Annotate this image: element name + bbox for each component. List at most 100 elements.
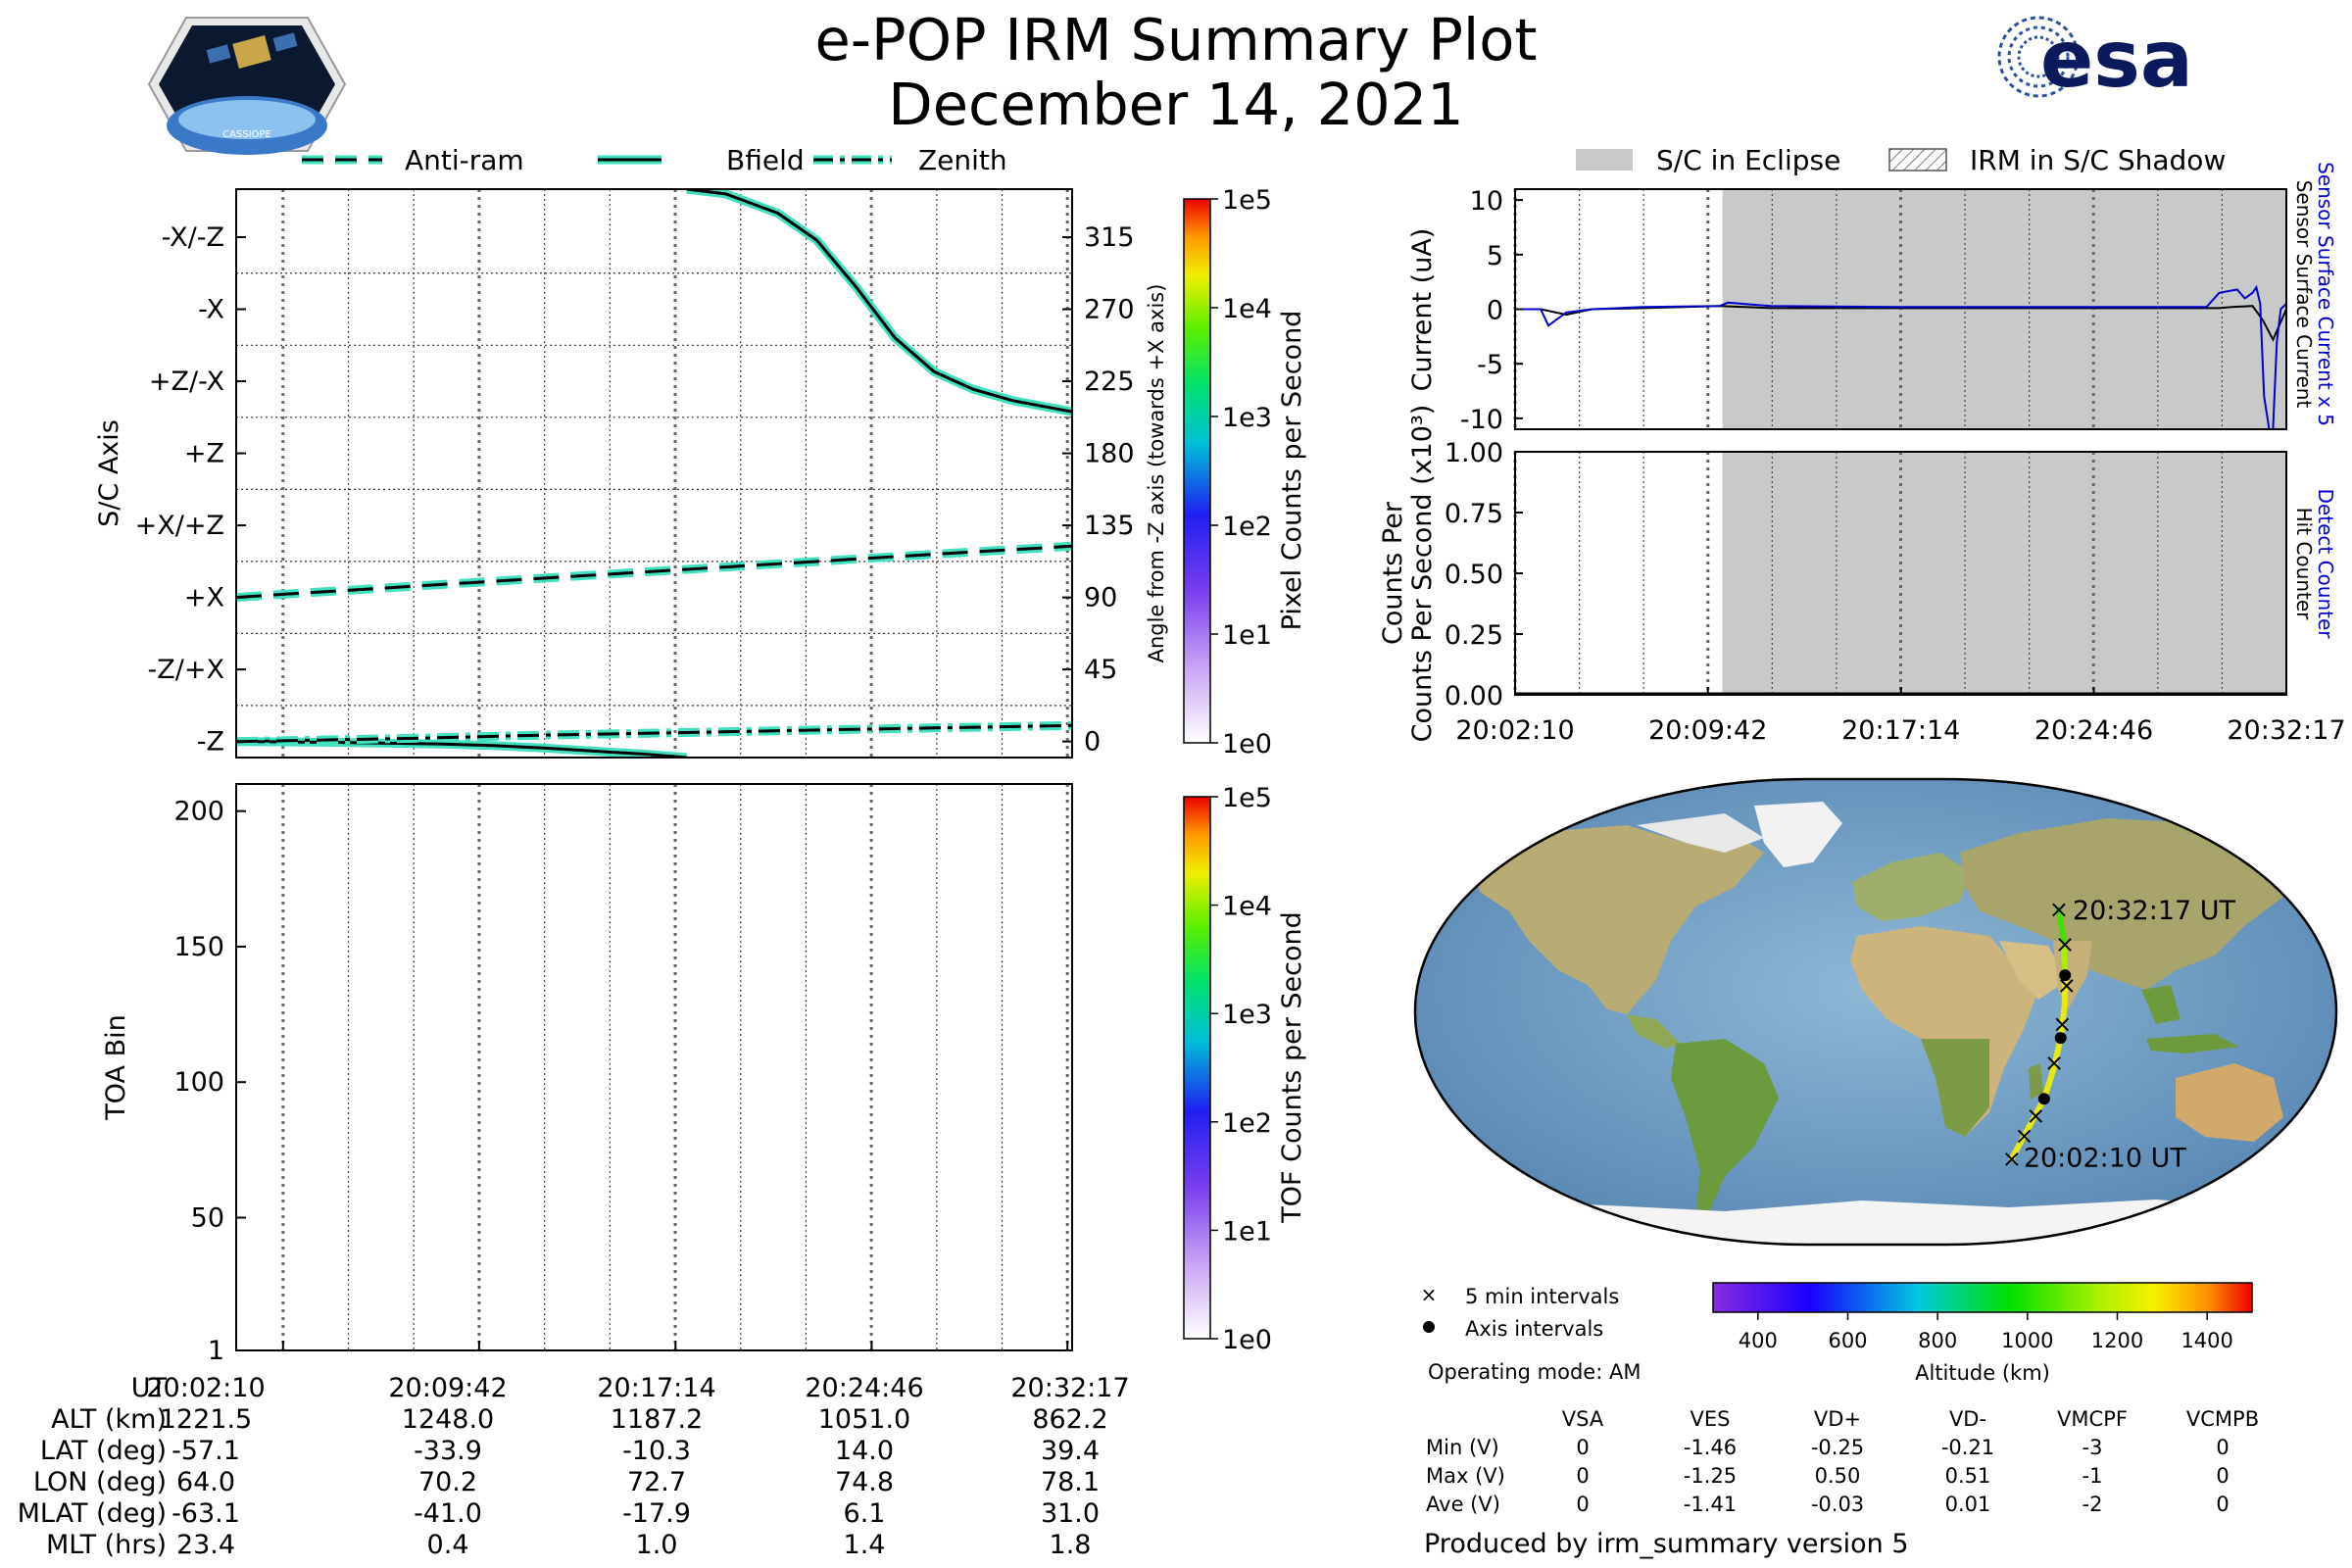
legend-anti-ram: Anti-ram — [405, 144, 524, 176]
ephemeris-cell: 31.0 — [1041, 1498, 1100, 1529]
voltage-cell: 0 — [2216, 1464, 2229, 1488]
toa-ytick-label: 150 — [173, 932, 224, 962]
voltage-table: VSA VES VD+ VD- VMCPF VCMPB Min (V) 0 -1.46 -0.25… — [1426, 1407, 2259, 1516]
colorbar-tick-label: 1e4 — [1222, 294, 1272, 324]
ephemeris-cell: 74.8 — [835, 1467, 894, 1497]
ephemeris-row-label: MLT (hrs) — [46, 1530, 167, 1560]
series-anti-ram — [236, 544, 1072, 600]
plot-date: December 14, 2021 — [888, 71, 1464, 138]
ephemeris-row-label: LAT (deg) — [40, 1436, 167, 1466]
voltage-row-label: Max (V) — [1426, 1464, 1505, 1488]
sc-axis-ylabel: S/C Axis — [94, 419, 124, 527]
ephemeris-row-label: LON (deg) — [33, 1467, 167, 1497]
pixel-colorbar: 1e5 1e4 1e3 1e2 1e1 1e0 Pixel Counts per Seco… — [1183, 185, 1307, 760]
altitude-tick-label: 600 — [1828, 1329, 1867, 1352]
ground-track-segment — [2008, 1124, 2033, 1162]
counts-right-label-blue: Detect Counter — [2314, 489, 2337, 640]
altitude-colorbar: 400 600 800 1000 1200 1400 Altitude (km) — [1712, 1282, 2253, 1385]
voltage-cell: 0 — [1576, 1436, 1589, 1459]
operating-mode: Operating mode: AM — [1428, 1360, 1641, 1384]
map-legend: × 5 min intervals Axis intervals Operati… — [1421, 1283, 1642, 1384]
voltage-header: VD+ — [1814, 1407, 1861, 1431]
counts-xtick-label: 20:32:17 — [2227, 715, 2345, 746]
counts-ytick-label: 0.50 — [1445, 560, 1503, 590]
axis-marker-icon — [1423, 1321, 1435, 1333]
colorbar-tick-label: 1e2 — [1222, 512, 1272, 542]
ephemeris-row-label: ALT (km) — [51, 1404, 167, 1435]
voltage-cell: -1 — [2082, 1464, 2103, 1488]
five-min-marker: × — [2052, 1010, 2072, 1038]
sc-category-label: -X/-Z — [162, 222, 224, 253]
current-chart: 10 5 0 -5 -10 Current (uA) Sensor Surface Cu… — [1407, 162, 2337, 435]
esa-logo-text: esa — [2040, 14, 2193, 105]
colorbar-tick-label: 1e5 — [1222, 185, 1272, 216]
toa-ytick-label: 200 — [173, 797, 224, 827]
voltage-cell: 0.01 — [1945, 1493, 1991, 1516]
ephemeris-cell: 20:32:17 — [1010, 1373, 1129, 1403]
altitude-tick-label: 800 — [1918, 1329, 1957, 1352]
colorbar-tick-label: 1e0 — [1222, 1325, 1272, 1355]
voltage-cell: 0.50 — [1815, 1464, 1861, 1488]
ephemeris-cell: -41.0 — [414, 1498, 482, 1529]
sc-axis-right-label: Angle from -Z axis (towards +X axis) — [1145, 284, 1168, 663]
ephemeris-cell: 0.4 — [427, 1530, 469, 1560]
voltage-cell: 0 — [2216, 1493, 2229, 1516]
counts-ylabel: Counts Per Second (x10³) — [1407, 405, 1438, 743]
sc-category-label: +Z — [184, 439, 224, 469]
current-ytick-label: -5 — [1477, 350, 1503, 380]
current-ytick-label: 10 — [1470, 186, 1503, 217]
ephemeris-cell: 1051.0 — [818, 1404, 910, 1435]
axis-marker — [2059, 969, 2072, 982]
counts-ytick-label: 0.25 — [1445, 620, 1503, 651]
colorbar-tick-label: 1e0 — [1222, 729, 1272, 760]
toa-ytick-label: 100 — [173, 1067, 224, 1098]
sc-category-label: +X — [184, 583, 224, 613]
five-min-marker: × — [2014, 1122, 2034, 1150]
altitude-label: Altitude (km) — [1915, 1361, 2050, 1385]
produced-by: Produced by irm_summary version 5 — [1424, 1529, 1909, 1559]
voltage-header: VD- — [1949, 1407, 1986, 1431]
voltage-cell: 0.51 — [1945, 1464, 1991, 1488]
five-min-marker: × — [2049, 896, 2069, 923]
colorbar-tick-label: 1e4 — [1222, 892, 1272, 922]
plot-title: e-POP IRM Summary Plot — [814, 6, 1538, 74]
legend-axis: Axis intervals — [1465, 1317, 1603, 1341]
ephemeris-cell: 1.0 — [636, 1530, 678, 1560]
ephemeris-cell: 1.8 — [1050, 1530, 1092, 1560]
current-ytick-label: 0 — [1487, 296, 1503, 326]
voltage-cell: 0 — [1576, 1493, 1589, 1516]
sc-angle-label: 270 — [1084, 295, 1135, 325]
counts-xtick-label: 20:02:10 — [1455, 715, 1574, 746]
world-map: ×××××××× 20:02:10 UT 20:32:17 UT — [1413, 777, 2338, 1247]
sc-angle-label: 90 — [1084, 583, 1117, 613]
ephemeris-cell: 39.4 — [1041, 1436, 1100, 1466]
five-min-marker: × — [2055, 931, 2075, 958]
ephemeris-cell: 6.1 — [844, 1498, 886, 1529]
counts-ytick-label: 1.00 — [1445, 438, 1503, 468]
colorbar-tick-label: 1e5 — [1222, 783, 1272, 813]
counts-ylabel-1: Counts Per — [1378, 501, 1408, 645]
voltage-cell: 0 — [2216, 1436, 2229, 1459]
counts-xtick-label: 20:24:46 — [2034, 715, 2153, 746]
ephemeris-cell: 20:02:10 — [146, 1373, 265, 1403]
voltage-header: VES — [1690, 1407, 1731, 1431]
legend-zenith: Zenith — [918, 144, 1007, 176]
legend-eclipse: S/C in Eclipse — [1656, 144, 1840, 176]
voltage-row-label: Min (V) — [1426, 1436, 1499, 1459]
tof-colorbar: 1e5 1e4 1e3 1e2 1e1 1e0 TOF Counts per Second — [1183, 783, 1307, 1355]
ephemeris-cell: 20:24:46 — [805, 1373, 923, 1403]
voltage-header: VCMPB — [2186, 1407, 2259, 1431]
voltage-cell: 0 — [1576, 1464, 1589, 1488]
ephemeris-cell: -57.1 — [172, 1436, 240, 1466]
series-bfield — [236, 740, 687, 758]
sc-category-label: -X — [198, 295, 224, 325]
sc-angle-label: 225 — [1084, 367, 1135, 397]
ephemeris-cell: 72.7 — [627, 1467, 686, 1497]
cassiope-logo-text: CASSIOPE — [222, 129, 271, 140]
voltage-cell: -1.46 — [1684, 1436, 1737, 1459]
altitude-tick-label: 1200 — [2091, 1329, 2143, 1352]
map-start-label: 20:02:10 UT — [2024, 1143, 2187, 1173]
toa-ytick-label: 50 — [191, 1202, 224, 1233]
series-current — [1515, 305, 2286, 343]
cassiope-logo: CASSIOPE — [147, 17, 347, 155]
